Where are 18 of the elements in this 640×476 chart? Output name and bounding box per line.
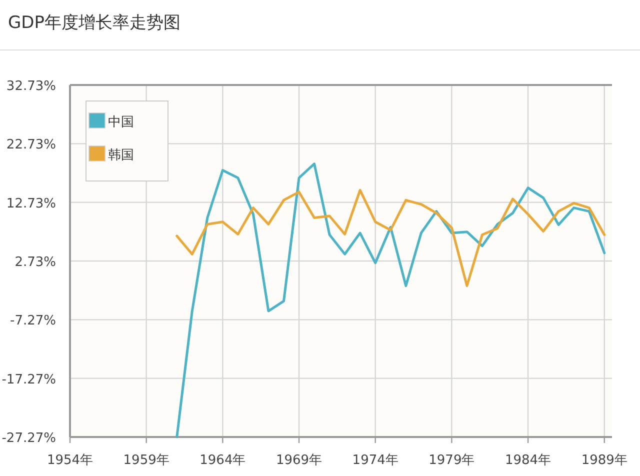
- y-tick-label: -7.27%: [10, 314, 56, 329]
- x-tick-label: 1989年: [581, 453, 628, 468]
- legend-label: 韩国: [108, 148, 134, 163]
- y-tick-label: 32.73%: [6, 79, 56, 94]
- x-tick-label: 1959年: [123, 453, 170, 468]
- y-tick-label: 22.73%: [6, 138, 56, 153]
- y-tick-label: 2.73%: [14, 255, 56, 270]
- chart-title: GDP年度增长率走势图: [8, 13, 181, 33]
- x-tick-label: 1979年: [428, 453, 475, 468]
- x-tick-label: 1984年: [504, 453, 552, 468]
- x-tick-label: 1974年: [352, 453, 398, 468]
- x-tick-label: 1954年: [46, 453, 94, 468]
- legend-label: 中国: [108, 115, 134, 130]
- y-tick-label: 12.73%: [6, 196, 56, 212]
- y-tick-label: -17.27%: [2, 372, 56, 388]
- x-tick-label: 1964年: [200, 453, 246, 468]
- y-tick-label: -27.27%: [2, 431, 56, 446]
- x-tick-label: 1969年: [276, 453, 322, 468]
